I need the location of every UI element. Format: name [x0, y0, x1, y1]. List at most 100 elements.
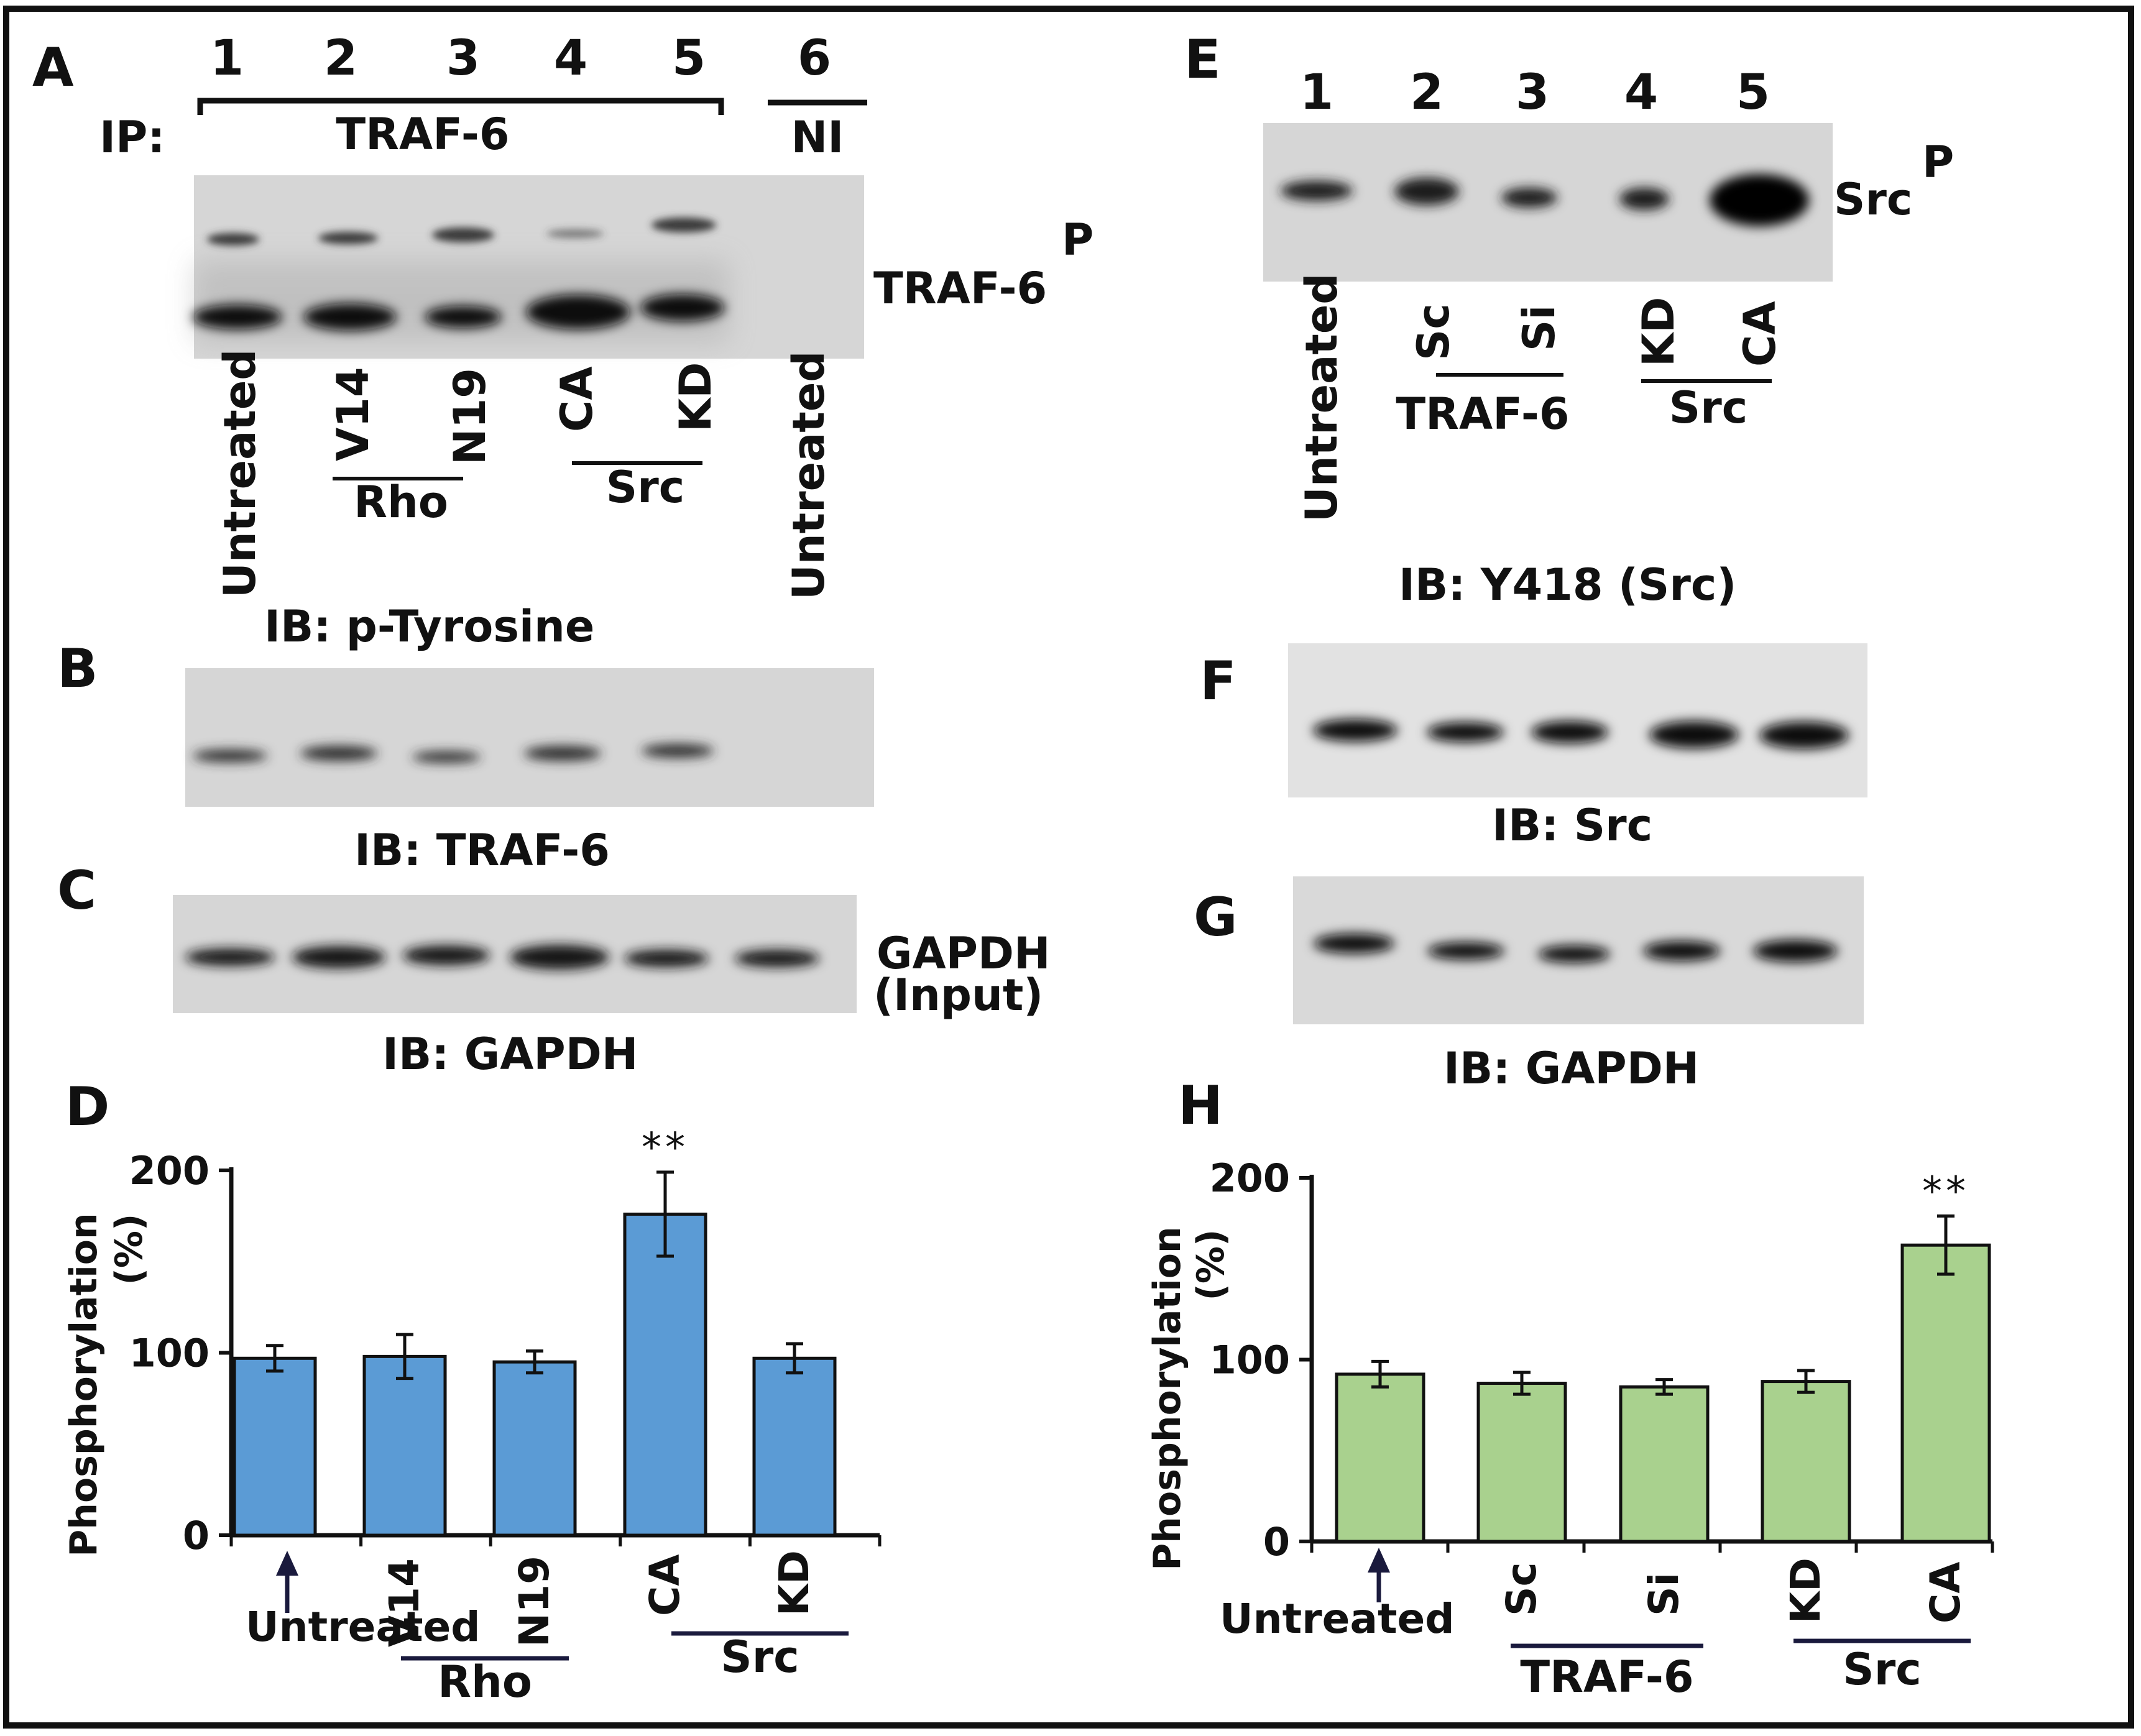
y-tick-label: 100 [1210, 1338, 1290, 1383]
lane-number: 6 [798, 30, 831, 86]
panel-g: G IB: GAPDH [1194, 876, 1864, 1094]
chart-h: H Phosphorylation (%) 0 100 200 ** Untreated… [1146, 1075, 1994, 1702]
caption-e: IB: Y418 (Src) [1399, 559, 1736, 610]
bar [623, 1212, 707, 1537]
lane-label: Sc [1408, 303, 1459, 361]
band-strong [1710, 174, 1809, 226]
lane-number: 3 [1516, 65, 1549, 121]
bar [362, 1354, 447, 1537]
group-label-rho: Rho [354, 477, 448, 528]
blot-c [173, 895, 857, 1013]
bar [1619, 1385, 1710, 1543]
panel-e: E 1 2 3 4 5 Src P Untreated Sc Si KD CA [1184, 29, 1954, 610]
panel-letter-a: A [32, 37, 74, 99]
band-label-traf6-p: TRAF-6 [873, 263, 1047, 314]
arrow-head-icon [1368, 1548, 1390, 1573]
bar [1761, 1380, 1851, 1543]
panel-f: F IB: Src [1200, 643, 1867, 851]
lane-label: KD [1633, 297, 1684, 367]
chart-d: D Phosphorylation (%) 0 100 200 ** Untreated… [62, 1076, 882, 1707]
lane-numbers-a: 1 2 3 4 5 6 [210, 30, 831, 86]
y-tick-label: 0 [183, 1513, 209, 1558]
band-superscript-p: P [1062, 214, 1094, 265]
lane-number: 1 [210, 30, 244, 86]
lane-label: V14 [328, 367, 379, 461]
group-label: TRAF-6 [1520, 1651, 1693, 1702]
y-axis-label-line2: (%) [108, 1214, 151, 1285]
group-label: Rho [438, 1656, 532, 1707]
ip-bracket [197, 98, 724, 115]
panel-letter-f: F [1200, 650, 1236, 712]
band-label-input: (Input) [873, 970, 1043, 1021]
y-tick-label: 100 [129, 1331, 209, 1376]
ip-target: TRAF-6 [336, 109, 509, 160]
bar [1900, 1243, 1991, 1543]
arrow-head-icon [276, 1551, 298, 1576]
lane-label: Untreated [783, 351, 834, 600]
lane-number: 5 [672, 30, 706, 86]
y-tick-label: 0 [1263, 1519, 1290, 1564]
lane-labels-e: Untreated Sc Si KD CA [1296, 273, 1785, 522]
lane-number: 4 [1624, 65, 1658, 121]
group-label-traf6: TRAF-6 [1396, 388, 1569, 439]
panel-letter-d: D [65, 1076, 109, 1138]
lane-number: 2 [1410, 65, 1443, 121]
y-tick-label: 200 [129, 1148, 209, 1193]
category-label: N19 [510, 1556, 558, 1647]
caption-f: IB: Src [1492, 800, 1652, 851]
bar [492, 1360, 577, 1537]
lane-number: 5 [1736, 65, 1770, 121]
panel-letter-h: H [1178, 1075, 1223, 1137]
y-axis-label-line2: (%) [1189, 1229, 1233, 1301]
lane-number: 4 [554, 30, 587, 86]
blot-f [1288, 643, 1867, 797]
group-label: Src [721, 1632, 799, 1683]
panel-c: C GAPDH (Input) IB: GAPDH [57, 860, 1051, 1080]
lane-label: CA [551, 366, 602, 432]
panel-letter-g: G [1194, 886, 1238, 948]
band-label-src-p: Src [1834, 174, 1912, 225]
category-label: KD [1782, 1558, 1830, 1623]
band-superscript-src-p: P [1922, 137, 1954, 188]
category-label: Si [1640, 1573, 1688, 1616]
y-axis-label-line1: Phosphorylation [62, 1213, 106, 1556]
panel-letter-c: C [57, 860, 96, 922]
lane-numbers-e: 1 2 3 4 5 [1300, 65, 1770, 121]
lane-label: Si [1514, 305, 1565, 351]
bar [1476, 1382, 1567, 1543]
lane-label: Untreated [1296, 273, 1347, 522]
category-label: KD [770, 1550, 818, 1616]
group-label: Src [1843, 1644, 1921, 1695]
bar [233, 1356, 317, 1537]
bar [1335, 1372, 1425, 1543]
lane-number: 2 [324, 30, 357, 86]
caption-a: IB: p-Tyrosine [264, 601, 594, 652]
panel-a: A 1 2 3 4 5 6 IP: TRAF-6 NI [32, 30, 1094, 652]
lane-labels-a: Untreated V14 N19 CA KD Untreated [214, 349, 834, 600]
group-label-src-e: Src [1669, 382, 1747, 433]
caption-g: IB: GAPDH [1443, 1043, 1699, 1094]
panel-b: B IB: TRAF-6 [57, 638, 874, 876]
lane-label: Untreated [214, 349, 265, 598]
ni-label: NI [791, 112, 844, 163]
lane-number: 1 [1300, 65, 1333, 121]
lane-label: KD [670, 362, 721, 432]
blot-b [185, 668, 874, 807]
lane-label: CA [1734, 301, 1785, 367]
lane-number: 3 [446, 30, 480, 86]
category-label: V14 [380, 1558, 428, 1647]
significance-mark: ** [642, 1125, 689, 1171]
caption-b: IB: TRAF-6 [354, 825, 610, 876]
caption-c: IB: GAPDH [382, 1029, 638, 1080]
panel-letter-b: B [57, 638, 98, 700]
y-axis-label-line1: Phosphorylation [1146, 1226, 1189, 1570]
blot-e [1263, 123, 1833, 282]
band-label-text: TRAF-6 [873, 263, 1047, 314]
significance-mark: ** [1922, 1169, 1969, 1215]
category-label: Untreated [1220, 1595, 1455, 1643]
blot-a [193, 175, 864, 359]
band-label-gapdh: GAPDH [877, 928, 1051, 979]
category-label: Untreated [246, 1603, 481, 1651]
blot-g [1293, 876, 1864, 1024]
